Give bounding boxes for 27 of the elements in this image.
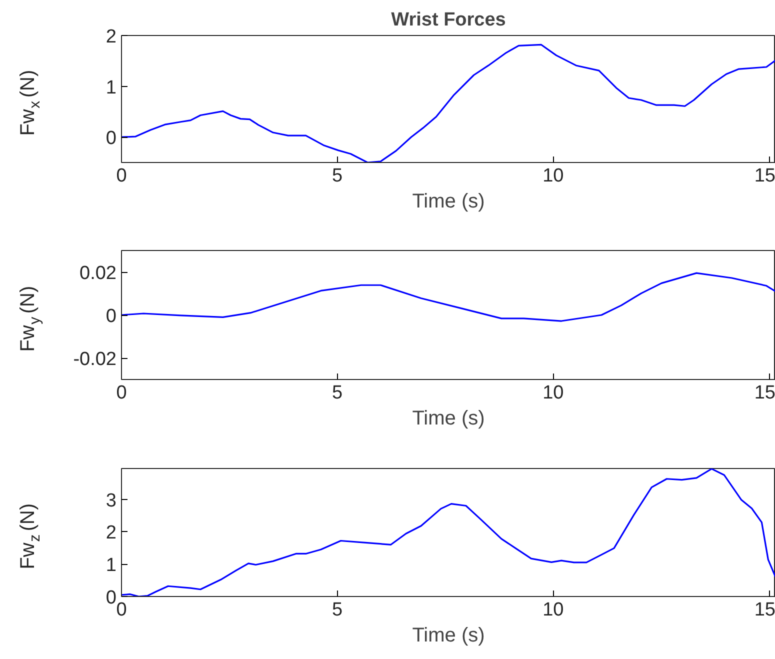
chart-title: Wrist Forces [391, 10, 506, 30]
y-tick-label: 1 [106, 555, 117, 576]
y-tick-label: 2 [106, 522, 117, 544]
x-tick-label: 10 [542, 600, 564, 620]
y-tick-label: 1 [106, 77, 117, 98]
x-axis-title: Time (s) [412, 408, 485, 430]
x-tick-label: 10 [542, 382, 564, 404]
y-tick-label: -0.02 [73, 349, 117, 370]
line-series [122, 272, 775, 322]
x-tick-label: 15 [754, 166, 775, 186]
x-tick-label: 5 [332, 166, 343, 186]
x-tick-label: 10 [542, 166, 564, 186]
x-axis-title: Time (s) [412, 190, 485, 212]
x-tick-label: 15 [754, 600, 775, 620]
y-axis-title: Fwz (N) [17, 503, 44, 570]
y-axis-title: Fwy (N) [17, 286, 44, 352]
x-tick-label: 5 [332, 600, 343, 620]
y-tick-label: 0 [106, 306, 117, 327]
y-axis-title: Fwx (N) [17, 70, 44, 136]
x-axis-title: Time (s) [412, 624, 485, 646]
y-tick-label: 0 [106, 128, 117, 150]
line-series [122, 468, 775, 596]
x-tick-label: 5 [332, 382, 343, 404]
y-tick-label: 0.02 [80, 263, 117, 284]
x-tick-label: 15 [754, 382, 775, 404]
y-tick-label: 2 [106, 26, 117, 48]
y-tick-label: 3 [106, 490, 117, 512]
